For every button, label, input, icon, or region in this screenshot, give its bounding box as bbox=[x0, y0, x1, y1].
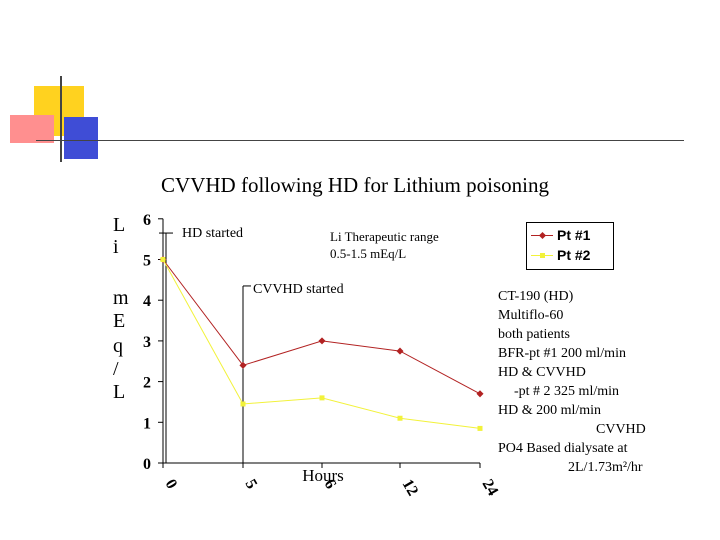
y-tick-label: 5 bbox=[143, 253, 151, 270]
decor-red-square bbox=[10, 115, 54, 143]
data-point-pt2 bbox=[319, 395, 325, 401]
li-range-annotation-line2: 0.5-1.5 mEq/L bbox=[330, 246, 407, 261]
x-tick-label: 24 bbox=[479, 477, 502, 499]
decor-vertical-rule bbox=[60, 76, 62, 162]
data-point-pt1 bbox=[239, 361, 247, 369]
decor-blue-square bbox=[64, 117, 98, 159]
legend-item-pt2: Pt #2 bbox=[531, 247, 590, 263]
note-line: PO4 Based dialysate at bbox=[498, 441, 628, 456]
note-line: BFR-pt #1 200 ml/min bbox=[498, 346, 626, 361]
note-line: CT-190 (HD) bbox=[498, 289, 574, 304]
note-line: -pt # 2 325 ml/min bbox=[514, 384, 619, 399]
y-axis-label-char: m bbox=[113, 287, 129, 309]
x-tick-label: 5 bbox=[242, 477, 261, 492]
data-point-pt1 bbox=[396, 347, 404, 355]
y-axis-label-char: L bbox=[113, 214, 126, 236]
y-axis-label-char: / bbox=[113, 358, 119, 380]
data-point-pt2 bbox=[240, 401, 246, 407]
data-point-pt2 bbox=[477, 425, 483, 431]
series-line-1 bbox=[162, 259, 481, 395]
y-tick-label: 6 bbox=[143, 212, 151, 229]
y-axis-label-char: i bbox=[113, 236, 119, 258]
note-line: HD & 200 ml/min bbox=[498, 403, 602, 418]
note-line: HD & CVVHD bbox=[498, 365, 586, 380]
y-tick-label: 3 bbox=[143, 334, 151, 351]
y-tick-label: 1 bbox=[143, 415, 151, 432]
x-tick-label: 12 bbox=[399, 477, 422, 499]
note-line: Multiflo-60 bbox=[498, 308, 564, 323]
y-axis-label-char: E bbox=[113, 310, 126, 332]
chart-legend: Pt #1 Pt #2 bbox=[526, 222, 614, 270]
y-tick-label: 2 bbox=[143, 375, 151, 392]
hd-started-annotation: HD started bbox=[182, 226, 244, 241]
data-point-pt2 bbox=[397, 415, 403, 421]
cvvhd-started-annotation: CVVHD started bbox=[253, 282, 344, 297]
dialysis-notes: CT-190 (HD) Multiflo-60 both patients BF… bbox=[470, 287, 656, 477]
data-point-pt1 bbox=[476, 390, 484, 398]
legend-label-pt1: Pt #1 bbox=[557, 227, 591, 243]
x-axis-title: Hours bbox=[302, 466, 344, 485]
note-line: CVVHD bbox=[596, 422, 646, 437]
note-line: 2L/1.73m²/hr bbox=[568, 460, 643, 475]
x-tick-label: 0 bbox=[162, 477, 181, 492]
legend-item-pt1: Pt #1 bbox=[531, 227, 590, 243]
data-point-pt2 bbox=[160, 257, 166, 262]
data-point-pt1 bbox=[318, 337, 326, 345]
y-axis-label-char: L bbox=[113, 381, 126, 403]
y-tick-label: 4 bbox=[143, 293, 151, 310]
slide-title: CVVHD following HD for Lithium poisoning bbox=[161, 173, 549, 197]
note-line: both patients bbox=[498, 327, 570, 342]
legend-label-pt2: Pt #2 bbox=[557, 247, 591, 263]
y-tick-label: 0 bbox=[143, 456, 151, 473]
decor-horizontal-rule bbox=[36, 140, 684, 141]
y-axis-label-char: q bbox=[113, 335, 123, 357]
li-range-annotation-line1: Li Therapeutic range bbox=[330, 229, 439, 244]
legend-swatch-pt2 bbox=[531, 249, 553, 263]
legend-swatch-pt1 bbox=[531, 229, 553, 243]
